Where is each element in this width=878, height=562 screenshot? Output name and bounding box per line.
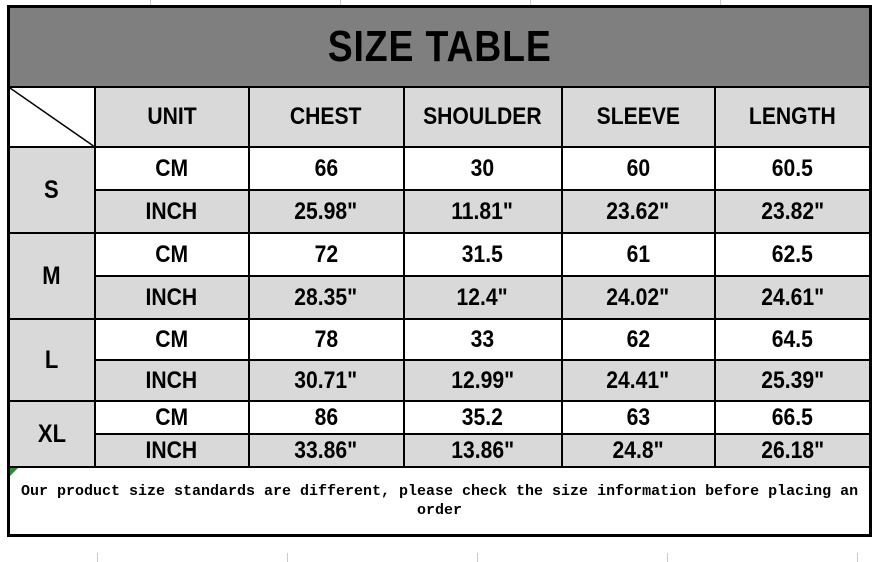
column-header-shoulder: SHOULDER (402, 86, 563, 148)
value-xl-length-cm: 66.5 (713, 400, 872, 435)
footer-note-cell: Our product size standards are different… (7, 466, 872, 537)
footer-note-text: Our product size standards are different… (20, 483, 859, 519)
excel-gridline (97, 553, 98, 562)
row-xl-inch: INCH 33.86" 13.86" 24.8" 26.18" (9, 433, 872, 468)
row-s-cm: S CM 66 30 60 60.5 (7, 146, 872, 234)
column-header-length: LENGTH (713, 86, 872, 148)
value-m-sleeve-inch: 24.02" (560, 275, 716, 320)
excel-gridline (667, 553, 668, 562)
value-l-sleeve-cm: 62 (560, 318, 716, 361)
row-l-cm: L CM 78 33 62 64.5 (7, 318, 872, 402)
row-s-inch: INCH 25.98" 11.81" 23.62" 23.82" (9, 189, 872, 234)
excel-comment-marker (10, 468, 18, 476)
row-l-inch: INCH 30.71" 12.99" 24.41" 25.39" (9, 359, 872, 402)
value-m-length-cm: 62.5 (713, 232, 872, 277)
row-m-cm: M CM 72 31.5 61 62.5 (7, 232, 872, 320)
value-m-length-inch: 24.61" (713, 275, 872, 320)
unit-cell-inch: INCH (93, 359, 250, 402)
size-label-xl: XL (7, 400, 96, 468)
value-m-shoulder-cm: 31.5 (402, 232, 563, 277)
value-xl-chest-inch: 33.86" (247, 433, 405, 468)
value-l-length-inch: 25.39" (713, 359, 872, 402)
size-table: SIZE TABLE UNIT CHEST SHOULDER SLEEVE LE… (7, 5, 873, 537)
value-s-shoulder-cm: 30 (402, 146, 563, 191)
header-row: UNIT CHEST SHOULDER SLEEVE LENGTH (7, 86, 872, 148)
value-s-sleeve-inch: 23.62" (560, 189, 716, 234)
value-xl-sleeve-cm: 63 (560, 400, 716, 435)
value-s-sleeve-cm: 60 (560, 146, 716, 191)
value-xl-sleeve-inch: 24.8" (560, 433, 716, 468)
column-header-unit: UNIT (93, 86, 250, 148)
table-title-text: SIZE TABLE (327, 22, 552, 71)
size-label-s: S (7, 146, 96, 234)
excel-gridline (287, 553, 288, 562)
size-label-l: L (7, 318, 96, 402)
excel-gridline (150, 0, 151, 5)
size-label-m: M (7, 232, 96, 320)
value-l-chest-inch: 30.71" (247, 359, 405, 402)
value-xl-chest-cm: 86 (247, 400, 405, 435)
diagonal-line (10, 88, 94, 146)
value-xl-shoulder-inch: 13.86" (402, 433, 563, 468)
value-xl-length-inch: 26.18" (713, 433, 872, 468)
unit-cell-cm: CM (93, 318, 250, 361)
value-l-chest-cm: 78 (247, 318, 405, 361)
excel-gridline (477, 553, 478, 562)
column-header-chest: CHEST (247, 86, 405, 148)
value-s-chest-inch: 25.98" (247, 189, 405, 234)
excel-gridline (720, 0, 721, 5)
unit-cell-cm: CM (93, 146, 250, 191)
excel-gridline (340, 0, 341, 5)
value-m-shoulder-inch: 12.4" (402, 275, 563, 320)
value-m-chest-inch: 28.35" (247, 275, 405, 320)
table-title: SIZE TABLE (7, 5, 872, 88)
value-s-chest-cm: 66 (247, 146, 405, 191)
value-m-sleeve-cm: 61 (560, 232, 716, 277)
title-row: SIZE TABLE (7, 5, 872, 88)
footer-row: Our product size standards are different… (7, 466, 872, 537)
column-header-sleeve: SLEEVE (560, 86, 716, 148)
row-m-inch: INCH 28.35" 12.4" 24.02" 24.61" (9, 275, 872, 320)
value-l-sleeve-inch: 24.41" (560, 359, 716, 402)
row-xl-cm: XL CM 86 35.2 63 66.5 (7, 400, 872, 468)
excel-gridline (857, 553, 858, 562)
unit-cell-cm: CM (93, 400, 250, 435)
unit-cell-cm: CM (93, 232, 250, 277)
value-s-length-cm: 60.5 (713, 146, 872, 191)
value-s-shoulder-inch: 11.81" (402, 189, 563, 234)
unit-cell-inch: INCH (93, 275, 250, 320)
value-m-chest-cm: 72 (247, 232, 405, 277)
value-l-length-cm: 64.5 (713, 318, 872, 361)
value-l-shoulder-inch: 12.99" (402, 359, 563, 402)
diagonal-corner-cell (7, 86, 96, 148)
excel-gridline (530, 0, 531, 5)
unit-cell-inch: INCH (93, 433, 250, 468)
value-l-shoulder-cm: 33 (402, 318, 563, 361)
value-xl-shoulder-cm: 35.2 (402, 400, 563, 435)
unit-cell-inch: INCH (93, 189, 250, 234)
value-s-length-inch: 23.82" (713, 189, 872, 234)
